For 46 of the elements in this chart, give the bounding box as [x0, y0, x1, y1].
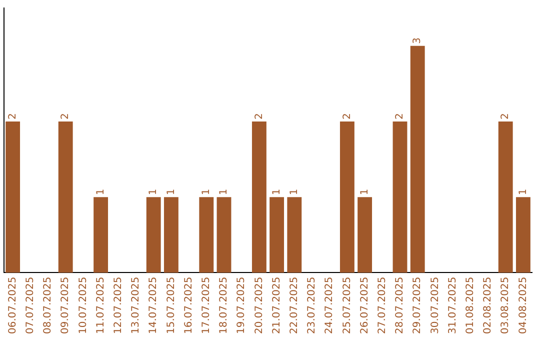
x-tick-label: 26.07.2025: [359, 276, 370, 334]
data-label: 1: [518, 188, 529, 196]
data-label: 1: [166, 188, 177, 196]
data-label: 2: [60, 113, 72, 120]
x-tick-label: 29.07.2025: [412, 276, 424, 334]
data-label: 1: [359, 188, 370, 196]
x-tick-label: 13.07.2025: [130, 276, 142, 334]
x-tick-label: 28.07.2025: [394, 276, 406, 334]
x-tick-label: 10.07.2025: [78, 276, 89, 334]
x-tick-label: 07.07.2025: [24, 276, 36, 334]
data-label: 3: [412, 37, 424, 44]
x-tick-label: 22.07.2025: [288, 276, 300, 334]
data-label: 2: [7, 113, 18, 120]
x-tick-label: 31.07.2025: [447, 276, 458, 334]
x-tick-label: 23.07.2025: [306, 276, 318, 334]
data-label: 2: [394, 113, 406, 120]
x-tick-label: 21.07.2025: [271, 276, 282, 334]
x-tick-label: 01.08.2025: [464, 276, 476, 334]
x-tick-label: 15.07.2025: [166, 276, 177, 334]
data-label: 1: [271, 188, 282, 196]
data-label: 1: [200, 188, 212, 196]
x-tick-label: 25.07.2025: [342, 276, 353, 334]
x-tick-label: 04.08.2025: [518, 276, 529, 334]
x-tick-label: 30.07.2025: [430, 276, 441, 334]
x-tick-label: 19.07.2025: [236, 276, 248, 334]
x-tick-label: 11.07.2025: [95, 276, 106, 334]
x-tick-label: 02.08.2025: [482, 276, 494, 334]
data-label: 1: [148, 188, 160, 196]
x-tick-label: 16.07.2025: [183, 276, 194, 334]
x-tick-label: 09.07.2025: [60, 276, 72, 334]
data-label: 1: [218, 188, 230, 196]
data-label: 1: [288, 188, 300, 196]
data-label: 2: [254, 113, 265, 120]
x-tick-label: 08.07.2025: [42, 276, 54, 334]
x-tick-label: 24.07.2025: [324, 276, 336, 334]
data-label: 2: [500, 113, 512, 120]
data-label: 2: [342, 113, 353, 120]
x-tick-label: 03.08.2025: [500, 276, 512, 334]
x-tick-label: 18.07.2025: [218, 276, 230, 334]
data-label: 1: [95, 188, 106, 196]
x-tick-label: 06.07.2025: [7, 276, 18, 334]
x-tick-label: 12.07.2025: [112, 276, 124, 334]
x-tick-label: 20.07.2025: [254, 276, 265, 334]
x-tick-label: 27.07.2025: [376, 276, 388, 334]
x-tick-label: 17.07.2025: [200, 276, 212, 334]
x-tick-label: 14.07.2025: [148, 276, 160, 334]
